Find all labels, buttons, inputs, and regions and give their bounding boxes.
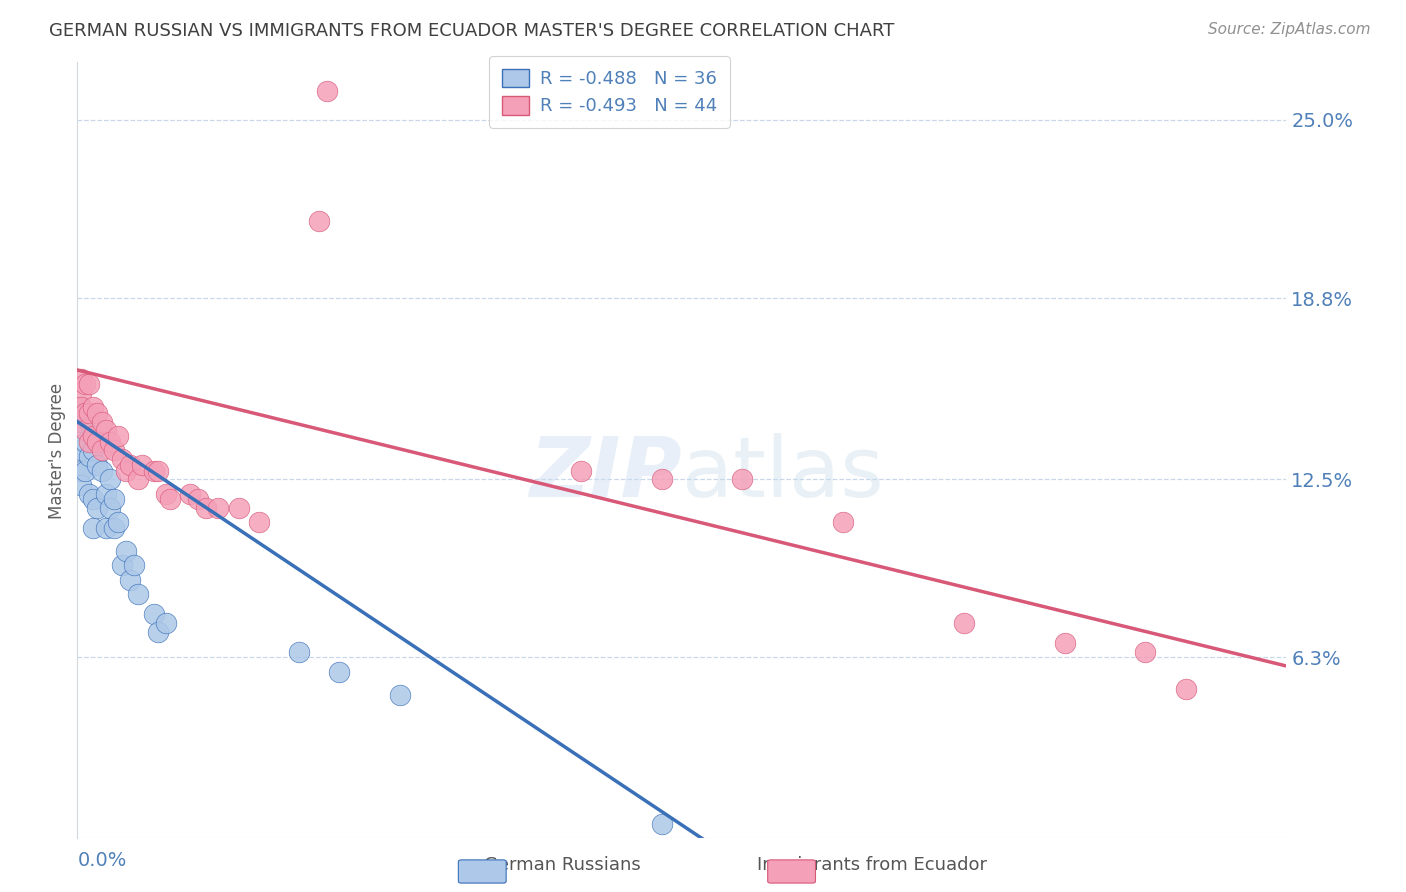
Point — [142, 464, 165, 478]
Point — [70, 464, 93, 478]
Point — [651, 472, 673, 486]
Text: ZIP: ZIP — [529, 434, 682, 515]
Point — [328, 665, 350, 679]
Point — [107, 429, 129, 443]
Point — [79, 449, 101, 463]
Point — [79, 486, 101, 500]
Point — [70, 386, 93, 401]
Point — [1174, 681, 1197, 696]
Point — [98, 500, 121, 515]
Point — [118, 573, 141, 587]
Point — [82, 492, 104, 507]
Point — [79, 406, 101, 420]
Point — [118, 458, 141, 472]
Point — [107, 516, 129, 530]
Point — [308, 213, 330, 227]
Point — [82, 443, 104, 458]
Point — [79, 377, 101, 392]
Point — [207, 500, 229, 515]
Point — [155, 486, 177, 500]
Y-axis label: Master's Degree: Master's Degree — [48, 383, 66, 518]
Point — [111, 452, 134, 467]
Point — [70, 401, 93, 415]
Point — [75, 406, 97, 420]
Point — [94, 486, 117, 500]
Point — [316, 84, 339, 98]
Point — [159, 492, 181, 507]
Point — [155, 615, 177, 630]
Text: Source: ZipAtlas.com: Source: ZipAtlas.com — [1208, 22, 1371, 37]
Point — [146, 624, 169, 639]
Point — [86, 458, 108, 472]
Point — [70, 401, 93, 415]
Point — [731, 472, 754, 486]
Point — [75, 406, 97, 420]
Point — [75, 423, 97, 437]
Point — [70, 478, 93, 492]
Point — [79, 415, 101, 429]
Text: atlas: atlas — [682, 434, 883, 515]
Point — [75, 434, 97, 449]
Point — [75, 377, 97, 392]
Point — [70, 371, 93, 385]
Text: German Russians: German Russians — [484, 855, 641, 873]
Point — [90, 443, 112, 458]
Point — [86, 406, 108, 420]
Point — [187, 492, 209, 507]
Point — [651, 817, 673, 831]
Point — [228, 500, 250, 515]
Point — [142, 607, 165, 622]
Point — [179, 486, 201, 500]
Point — [94, 521, 117, 535]
Point — [953, 615, 976, 630]
Point — [1053, 636, 1076, 650]
Text: Immigrants from Ecuador: Immigrants from Ecuador — [756, 855, 987, 873]
Point — [569, 464, 592, 478]
Text: GERMAN RUSSIAN VS IMMIGRANTS FROM ECUADOR MASTER'S DEGREE CORRELATION CHART: GERMAN RUSSIAN VS IMMIGRANTS FROM ECUADO… — [49, 22, 894, 40]
Point — [75, 464, 97, 478]
Point — [82, 429, 104, 443]
Legend: R = -0.488   N = 36, R = -0.493   N = 44: R = -0.488 N = 36, R = -0.493 N = 44 — [489, 56, 730, 128]
Point — [195, 500, 218, 515]
Point — [98, 472, 121, 486]
Point — [114, 464, 136, 478]
Point — [146, 464, 169, 478]
Point — [111, 558, 134, 573]
Point — [103, 521, 125, 535]
Point — [90, 464, 112, 478]
Text: 0.0%: 0.0% — [77, 851, 127, 870]
Point — [1135, 645, 1157, 659]
Point — [131, 458, 153, 472]
Point — [288, 645, 311, 659]
Point — [103, 443, 125, 458]
Point — [114, 544, 136, 558]
Point — [832, 516, 855, 530]
Point — [86, 500, 108, 515]
Point — [94, 423, 117, 437]
Point — [82, 521, 104, 535]
Point — [388, 688, 411, 702]
Point — [103, 492, 125, 507]
Point — [90, 415, 112, 429]
Point — [122, 558, 145, 573]
Point — [82, 401, 104, 415]
Point — [247, 516, 270, 530]
Point — [98, 434, 121, 449]
Point — [86, 434, 108, 449]
Point — [79, 434, 101, 449]
Point — [70, 443, 93, 458]
Point — [127, 587, 149, 601]
Point — [70, 415, 93, 429]
Point — [127, 472, 149, 486]
